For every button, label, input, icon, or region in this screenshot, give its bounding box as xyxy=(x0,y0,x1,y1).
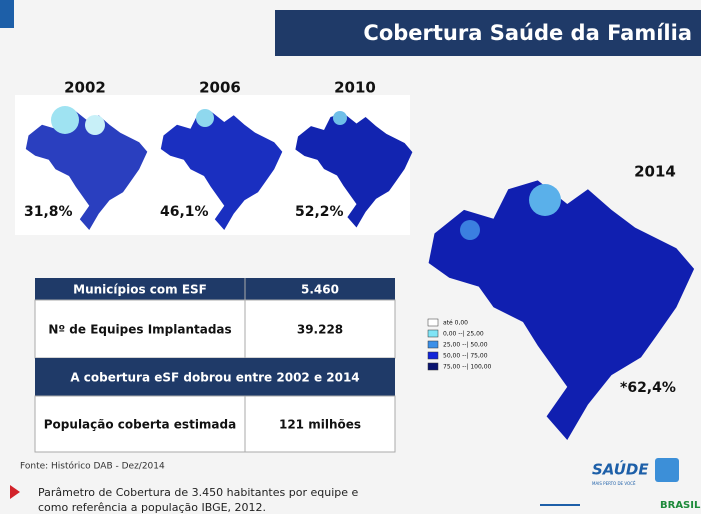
map-spot xyxy=(529,184,561,216)
legend-swatch xyxy=(428,363,438,370)
map-2014 xyxy=(429,180,694,440)
footnote: Parâmetro de Cobertura de 3.450 habitant… xyxy=(38,486,358,499)
legend-label: 25,00 --| 50,00 xyxy=(443,342,488,349)
logo: SAÚDE MAIS PERTO DE VOCÊ BRASIL xyxy=(540,458,701,511)
map-spot xyxy=(85,115,105,135)
legend-label: até 0,00 xyxy=(443,320,468,327)
corner-mark xyxy=(0,0,14,28)
legend-swatch xyxy=(428,341,438,348)
footnote: como referência a população IBGE, 2012. xyxy=(38,501,266,514)
legend-swatch xyxy=(428,352,438,359)
table-cell: Nº de Equipes Implantadas xyxy=(48,323,231,337)
map-spot xyxy=(51,106,79,134)
slide: Cobertura Saúde da Família 2002 2006 201… xyxy=(0,0,701,514)
year: 2014 xyxy=(634,163,676,181)
logo-icon xyxy=(655,458,679,482)
legend: até 0,00 0,00 --| 25,00 25,00 --| 50,00 … xyxy=(428,319,492,371)
table-cell: 5.460 xyxy=(301,283,339,297)
coverage: 31,8% xyxy=(24,204,73,220)
year: 2010 xyxy=(334,79,376,97)
source: Fonte: Histórico DAB - Dez/2014 xyxy=(20,461,165,472)
legend-label: 0,00 --| 25,00 xyxy=(443,331,484,338)
table-cell: Municípios com ESF xyxy=(73,283,207,297)
map-spot xyxy=(196,109,214,127)
table-cell: População coberta estimada xyxy=(44,418,236,432)
table-cell: 39.228 xyxy=(297,323,343,337)
year: 2002 xyxy=(64,79,106,97)
logo-name: SAÚDE xyxy=(592,460,649,479)
map-spot xyxy=(460,220,480,240)
year: 2006 xyxy=(199,79,241,97)
logo-tagline: MAIS PERTO DE VOCÊ xyxy=(592,481,636,486)
bullet xyxy=(10,485,20,499)
table: Municípios com ESF 5.460 Nº de Equipes I… xyxy=(35,278,395,452)
map-spot xyxy=(333,111,347,125)
table-cell: A cobertura eSF dobrou entre 2002 e 2014 xyxy=(70,371,359,385)
legend-label: 75,00 --| 100,00 xyxy=(443,364,492,371)
title: Cobertura Saúde da Família xyxy=(363,21,692,45)
table-cell: 121 milhões xyxy=(279,418,361,432)
legend-swatch xyxy=(428,330,438,337)
coverage: 52,2% xyxy=(295,204,344,220)
legend-swatch xyxy=(428,319,438,326)
logo-country: BRASIL xyxy=(660,500,701,511)
legend-label: 50,00 --| 75,00 xyxy=(443,353,488,360)
coverage: 46,1% xyxy=(160,204,209,220)
coverage: *62,4% xyxy=(620,380,676,396)
